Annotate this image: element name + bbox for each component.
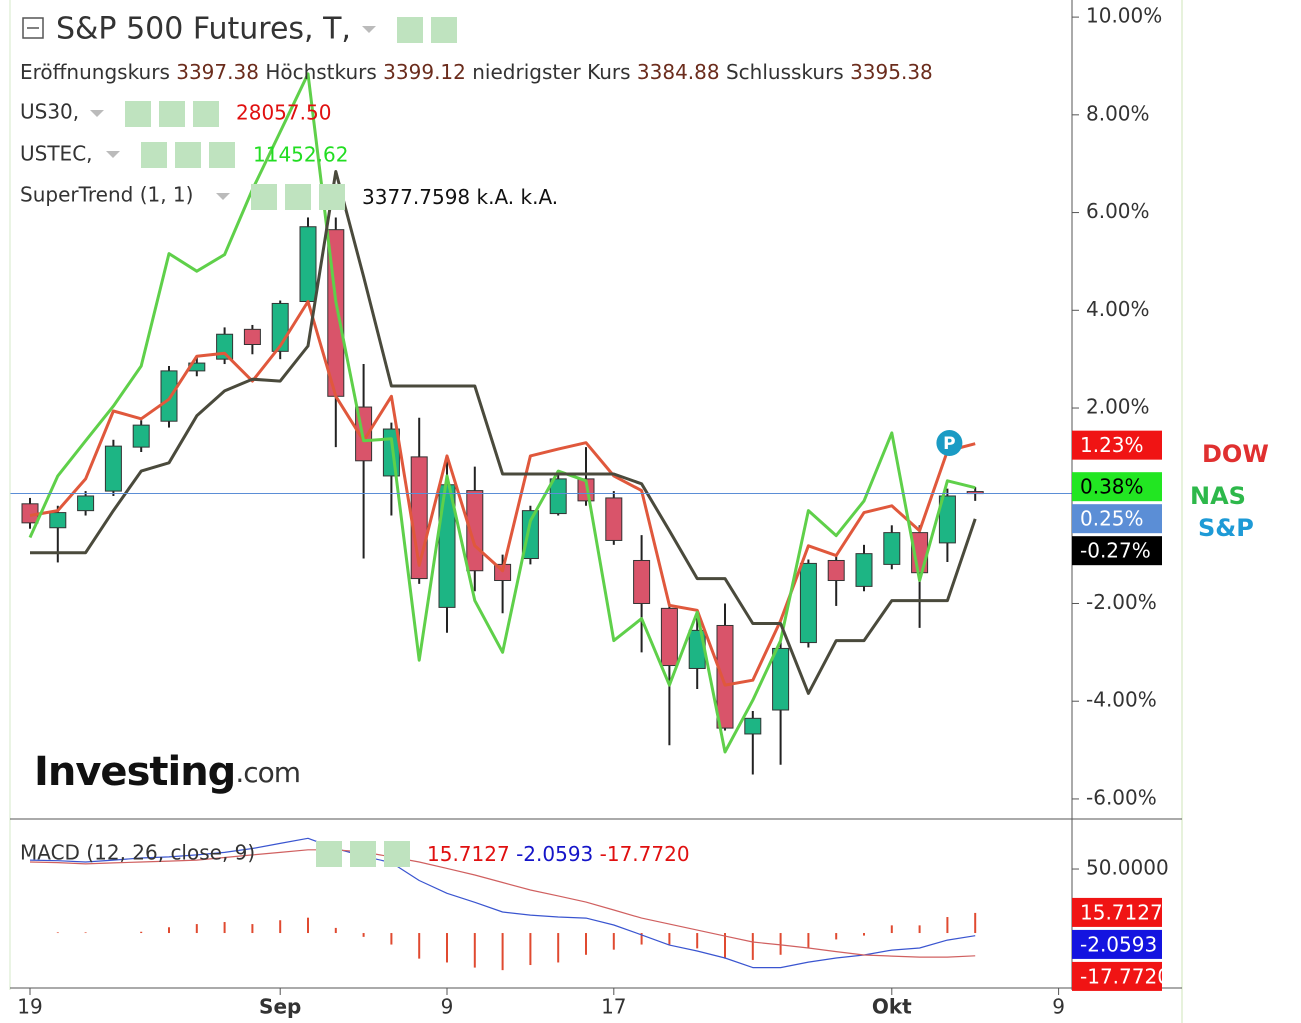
price-label-box [1072,504,1162,534]
y-tick-label: 50.0000 [1086,856,1169,880]
candle-body [243,328,261,345]
y-tick-label: -4.00% [1086,688,1157,712]
eye-icon[interactable] [125,101,151,127]
macd-values: 15.7127 -2.0593 -17.7720 [427,842,690,866]
eye-icon[interactable] [251,184,277,210]
price-label-box [1072,472,1162,502]
eye-icon[interactable] [397,17,423,43]
candle-body [799,562,817,644]
candle-body [744,717,762,735]
marker [936,430,963,457]
close-icon[interactable] [384,841,410,867]
x-tick-label: 9 [441,995,454,1019]
plot-area [10,72,1072,971]
y-tick-label: -2.00% [1086,590,1157,614]
line-series [30,170,977,695]
candle-body [160,370,178,422]
marker-label: P [943,434,955,454]
close-icon[interactable] [193,101,219,127]
y-tick-label: 4.00% [1086,297,1150,321]
gear-icon[interactable] [175,142,201,168]
us30-value: 28057.50 [236,101,331,125]
price-label: -2.0593 [1080,932,1157,956]
supertrend-label: SuperTrend (1, 1) [20,183,193,207]
price-label: 0.38% [1080,475,1144,499]
x-tick-label: Okt [872,995,912,1019]
gear-icon[interactable] [350,841,376,867]
logo: Investing.com [34,749,300,795]
close-icon[interactable] [319,184,345,210]
ustec-label: USTEC, [20,142,93,166]
y-tick-label: 10.00% [1086,4,1162,28]
price-label: -0.27% [1080,539,1151,563]
header: S&P 500 Futures, T, Eröffnungskurs 3397.… [20,12,933,867]
price-label-box [1072,897,1162,927]
candle-body [827,559,845,582]
ustec-value: 11452.62 [253,143,348,167]
line-series [28,72,976,754]
x-tick-label: Sep [259,995,301,1019]
dropdown[interactable] [362,26,376,33]
us30-label: US30, [20,100,79,124]
candle-body [104,445,122,492]
dropdown[interactable] [90,110,104,117]
eye-icon[interactable] [316,841,342,867]
gear-icon[interactable] [285,184,311,210]
price-label: -17.7720 [1080,964,1170,988]
dropdown[interactable] [216,193,230,200]
dropdown[interactable] [106,151,120,158]
y-tick-label: -6.00% [1086,785,1157,809]
y-tick-label: 8.00% [1086,101,1150,125]
x-tick-label: 17 [601,995,626,1019]
candle-body [132,424,150,448]
legend-label: DOW [1202,440,1269,468]
candle-body [605,497,623,541]
collapse-icon[interactable] [22,17,44,39]
candle-body [716,624,734,729]
x-tick-label: 19 [17,995,42,1019]
price-label-box [1072,430,1162,460]
price-label-box [1072,929,1162,959]
candle-body [299,226,317,302]
eye-icon[interactable] [141,142,167,168]
candle-body [938,495,956,544]
candle-body [883,532,901,565]
chart-title: S&P 500 Futures, T, [56,12,351,47]
price-label: 15.7127 [1080,900,1163,924]
price-label: 0.25% [1080,507,1144,531]
close-icon[interactable] [209,142,235,168]
y-tick-label: 2.00% [1086,395,1150,419]
price-label: 1.23% [1080,433,1144,457]
candle-body [660,607,678,667]
candle-body [633,559,651,604]
candle-body [855,553,873,587]
price-label-box [1072,536,1162,566]
candle-body [77,495,95,512]
price-label-box [1072,961,1162,991]
candle-body [772,647,790,711]
line-series [29,300,976,687]
candle-body [549,478,567,515]
supertrend-value: 3377.7598 k.A. k.A. [362,185,558,209]
gear-icon[interactable] [159,101,185,127]
gear-icon[interactable] [431,17,457,43]
y-tick-label: 6.00% [1086,199,1150,223]
macd-label: MACD (12, 26, close, 9) [20,841,255,865]
ohlc-legend: Eröffnungskurs 3397.38 Höchstkurs 3399.1… [20,60,933,84]
line-series [29,849,976,958]
line-series [29,837,976,969]
candle-body [49,512,67,529]
legend-label: NAS [1190,482,1246,510]
legend-label: S&P [1198,514,1254,542]
x-tick-label: 9 [1052,995,1065,1019]
